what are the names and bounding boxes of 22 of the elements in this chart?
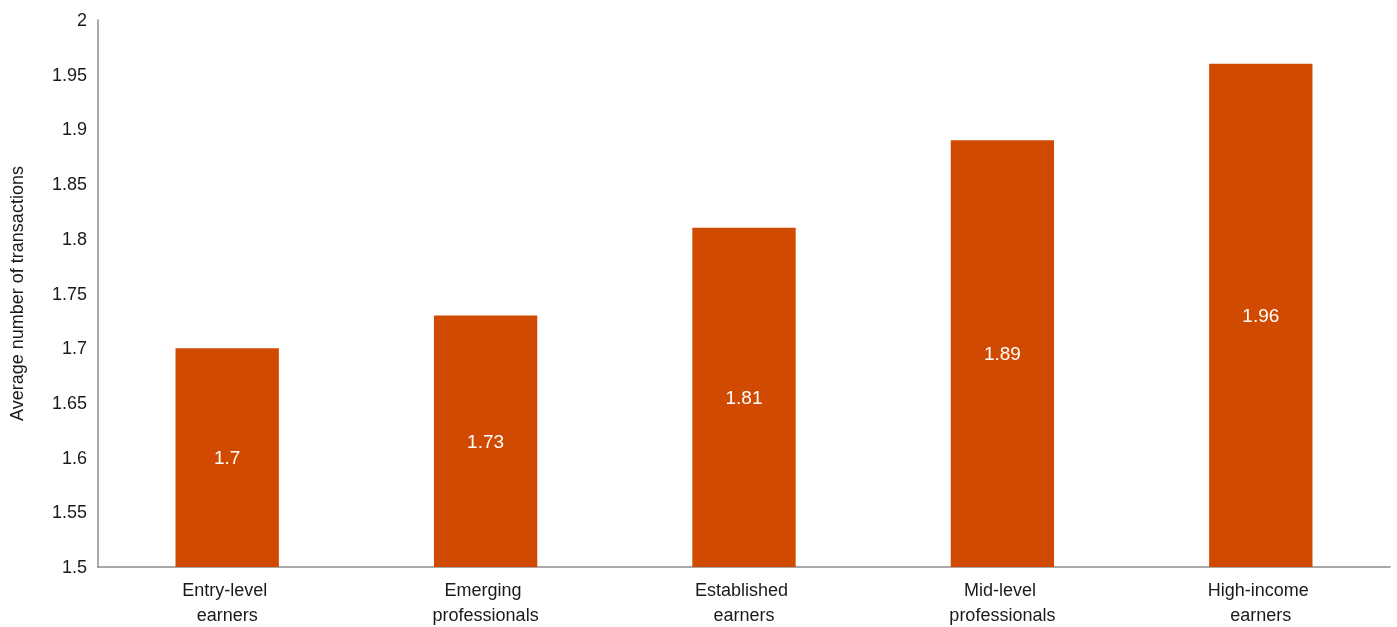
- x-tick-label: High-income earners: [1207, 579, 1314, 625]
- y-tick-label: 1.5: [61, 557, 87, 577]
- x-tick-label: Mid-level professionals: [949, 579, 1056, 625]
- y-tick-label: 1.85: [51, 174, 87, 195]
- data-label: 1.81: [725, 386, 763, 408]
- y-tick-label: 1.9: [61, 119, 87, 140]
- y-tick-label: 1.7: [61, 338, 87, 359]
- data-label: 1.89: [983, 343, 1021, 365]
- data-label: 1.7: [213, 447, 241, 469]
- x-tick-label: Entry-level earners: [182, 579, 273, 625]
- y-tick-label: 1.95: [51, 64, 87, 85]
- y-tick-label: 1.75: [51, 283, 87, 304]
- x-tick-label: Established earners: [694, 579, 794, 625]
- y-tick-label: 1.65: [51, 392, 87, 413]
- y-tick-label: 1.55: [51, 502, 87, 523]
- y-tick-label: 1.8: [61, 228, 87, 249]
- y-tick-label: 1.6: [61, 447, 87, 468]
- x-tick-label: Emerging professionals: [432, 579, 539, 625]
- y-axis-title: Average number of transactions: [7, 166, 27, 421]
- data-label: 1.96: [1242, 304, 1280, 326]
- data-label: 1.73: [467, 430, 505, 452]
- y-tick-label: 2: [76, 10, 87, 30]
